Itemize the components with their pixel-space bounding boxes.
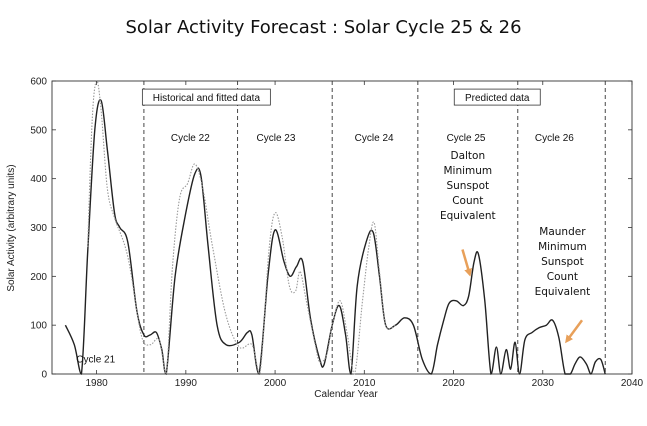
cycle-label: Cycle 25	[447, 133, 486, 144]
solar-activity-line	[64, 99, 606, 375]
y-tick-label: 500	[30, 125, 47, 136]
y-tick-label: 200	[30, 272, 47, 283]
annotation-line: Equivalent	[535, 286, 591, 298]
y-tick-label: 400	[30, 174, 47, 185]
annotation-line: Dalton	[450, 150, 485, 162]
x-tick-label: 2020	[442, 378, 465, 389]
annotation-arrow	[461, 249, 473, 277]
cycle-label: Cycle 23	[257, 133, 296, 144]
annotation-line: Minimum	[443, 165, 492, 177]
annotation-line: Equivalent	[440, 210, 496, 222]
x-tick-label: 2000	[264, 378, 287, 389]
cycle-label: Cycle 24	[355, 133, 394, 144]
y-tick-label: 100	[30, 321, 47, 332]
x-tick-label: 2040	[621, 378, 644, 389]
chart-title: Solar Activity Forecast : Solar Cycle 25…	[125, 17, 522, 38]
cycle-label: Cycle 26	[535, 133, 574, 144]
annotation-arrow	[565, 319, 584, 344]
x-tick-label: 1990	[175, 378, 198, 389]
cycle-label: Cycle 21	[76, 354, 115, 365]
annotation-line: Sunspot	[541, 256, 584, 268]
annotation-text: Maunder Minimum Sunspot Count Equivalent	[535, 226, 591, 298]
annotation-line: Maunder	[539, 226, 586, 238]
x-tick-label: 1980	[85, 378, 108, 389]
fitted-data-line	[87, 80, 396, 375]
data-region-label: Predicted data	[465, 93, 530, 104]
data-region-label: Historical and fitted data	[153, 93, 261, 104]
annotation-line: Minimum	[538, 241, 587, 253]
y-tick-label: 0	[41, 370, 47, 381]
annotation-line: Sunspot	[446, 180, 489, 192]
x-tick-label: 2030	[532, 378, 555, 389]
cycle-label: Cycle 22	[171, 133, 210, 144]
y-axis-label: Solar Activity (arbitrary units)	[6, 164, 17, 291]
annotation-text: Dalton Minimum Sunspot Count Equivalent	[440, 150, 496, 222]
data-region-box	[141, 88, 271, 106]
data-region-box	[453, 88, 541, 106]
y-tick-label: 300	[30, 223, 47, 234]
annotation-line: Count	[452, 195, 483, 207]
x-axis-label: Calendar Year	[314, 389, 378, 400]
x-tick-label: 2010	[353, 378, 376, 389]
annotation-line: Count	[547, 271, 578, 283]
y-tick-label: 600	[30, 77, 47, 88]
